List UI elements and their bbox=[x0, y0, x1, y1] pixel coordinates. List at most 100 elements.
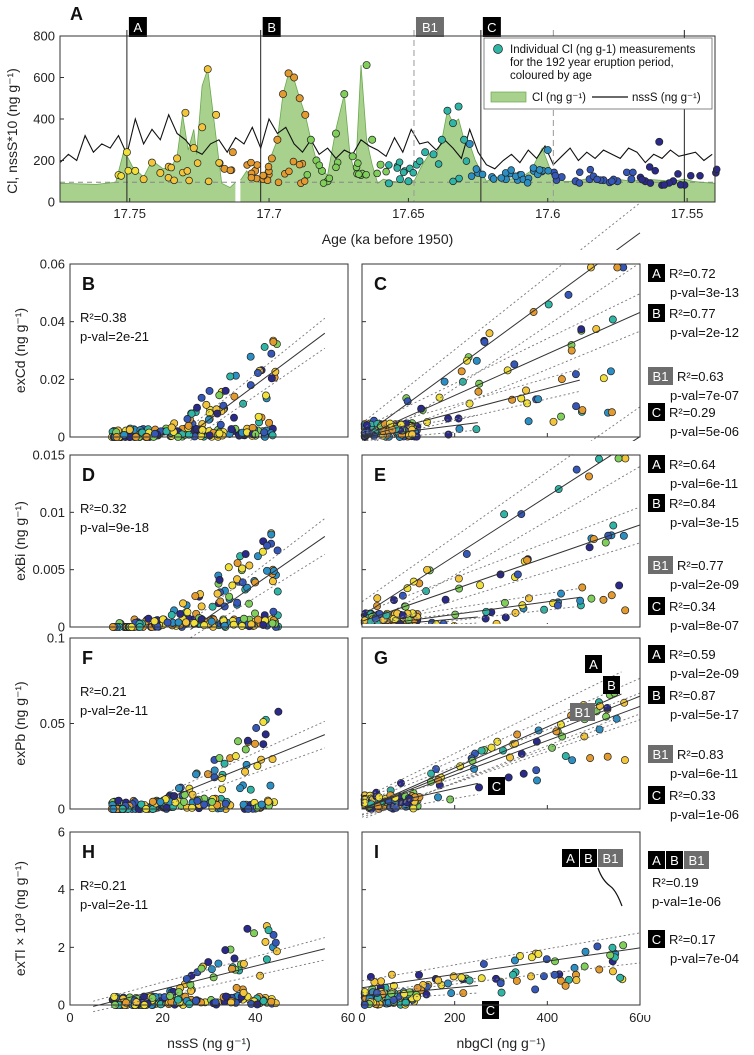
stat-r2: R²=0.63 bbox=[677, 369, 724, 384]
data-point bbox=[132, 998, 141, 1007]
ci-line bbox=[93, 959, 325, 1013]
legend-cl-label: Cl (ng g⁻¹) bbox=[532, 92, 586, 104]
data-point bbox=[268, 619, 277, 628]
frame bbox=[69, 637, 349, 810]
data-point bbox=[606, 951, 615, 960]
panel-label: F bbox=[82, 648, 93, 668]
cl-point bbox=[315, 161, 324, 169]
data-point bbox=[263, 541, 272, 550]
data-point bbox=[510, 956, 519, 965]
data-point bbox=[586, 754, 595, 763]
data-point bbox=[246, 352, 255, 361]
cl-point bbox=[290, 73, 299, 82]
event-tag-label: A bbox=[134, 20, 143, 35]
stat-tag-text: B1 bbox=[653, 558, 669, 573]
data-point bbox=[167, 611, 176, 619]
panel-label: C bbox=[374, 274, 387, 294]
cl-point bbox=[472, 165, 481, 173]
cl-point bbox=[623, 168, 631, 177]
data-point bbox=[479, 960, 488, 968]
fit-tag-abb1-box bbox=[598, 849, 623, 867]
data-point bbox=[540, 605, 549, 614]
cl-point bbox=[382, 167, 390, 176]
data-point bbox=[215, 754, 224, 762]
stat-pval: p-val=5e-06 bbox=[670, 424, 739, 439]
data-point bbox=[210, 766, 219, 775]
frame bbox=[69, 263, 349, 438]
data-point bbox=[608, 315, 617, 324]
data-point bbox=[274, 707, 283, 716]
data-point bbox=[221, 386, 230, 395]
cl-point bbox=[362, 61, 371, 70]
panel-label: E bbox=[374, 465, 386, 485]
ytick-label: 0.015 bbox=[32, 448, 65, 463]
stat-tag-text: B1 bbox=[689, 853, 705, 868]
fit-line bbox=[361, 985, 478, 997]
cl-gap bbox=[235, 164, 241, 202]
data-point bbox=[413, 993, 421, 1002]
data-point bbox=[480, 338, 489, 346]
cl-point bbox=[354, 159, 362, 167]
data-point bbox=[259, 621, 268, 629]
cl-point bbox=[124, 166, 133, 175]
event-tag-label: B bbox=[267, 20, 276, 35]
stat-tag-text: C bbox=[652, 405, 661, 420]
ci-line bbox=[190, 553, 326, 639]
ytick-label: 800 bbox=[33, 29, 55, 44]
stat-pval: p-val=2e-09 bbox=[670, 666, 739, 681]
event-tag-label: B1 bbox=[422, 20, 438, 35]
data-point bbox=[251, 739, 259, 748]
data-point bbox=[396, 779, 405, 788]
cl-point bbox=[117, 172, 125, 180]
data-point bbox=[233, 559, 242, 568]
stat-tag-box bbox=[648, 745, 673, 763]
data-point bbox=[497, 988, 506, 997]
ci-line bbox=[171, 747, 325, 804]
cl-point bbox=[295, 94, 304, 103]
stats-g: A R²=0.59 p-val=2e-09 B R²=0.87 p-val=5e-17 B1… bbox=[648, 645, 739, 822]
data-point bbox=[273, 546, 282, 555]
xtick-label: 40 bbox=[248, 1010, 262, 1025]
data-point bbox=[585, 543, 594, 552]
ci-line bbox=[361, 671, 622, 800]
data-point bbox=[409, 804, 418, 813]
stat-tag-box bbox=[648, 597, 665, 615]
data-point bbox=[595, 725, 604, 734]
cl-point bbox=[173, 154, 182, 163]
stat-tag-text: B bbox=[652, 688, 661, 703]
data-point bbox=[167, 423, 176, 432]
data-point bbox=[459, 989, 468, 997]
cl-point bbox=[489, 175, 498, 183]
stat-pval: p-val=6e-11 bbox=[670, 476, 738, 491]
cl-point bbox=[368, 135, 377, 144]
data-point bbox=[599, 374, 608, 383]
stat-r2: R²=0.83 bbox=[677, 747, 724, 762]
cl-point bbox=[454, 102, 463, 111]
ci-line bbox=[361, 719, 641, 816]
ytick-label: 400 bbox=[33, 112, 55, 127]
stat-pval: p-val=3e-15 bbox=[670, 515, 739, 530]
data-point bbox=[415, 970, 423, 979]
data-point bbox=[572, 976, 581, 985]
ytick-label: 0 bbox=[58, 430, 65, 445]
data-point bbox=[496, 979, 505, 988]
data-point bbox=[214, 959, 223, 968]
data-point bbox=[458, 377, 467, 386]
data-point bbox=[534, 949, 543, 958]
data-point bbox=[387, 970, 396, 979]
data-point bbox=[465, 976, 474, 985]
data-point bbox=[581, 947, 590, 956]
frame bbox=[69, 454, 349, 628]
fit-tag-c-box bbox=[488, 777, 505, 795]
stat-tag-text: A bbox=[652, 457, 661, 472]
fit-line bbox=[361, 782, 478, 810]
r2-annotation: R²=0.38 bbox=[80, 310, 127, 325]
data-point bbox=[205, 431, 214, 440]
data-point bbox=[608, 967, 617, 976]
data-point bbox=[256, 971, 264, 980]
fit-line bbox=[190, 332, 326, 434]
stat-tag-box bbox=[648, 851, 665, 869]
data-point bbox=[239, 399, 248, 408]
